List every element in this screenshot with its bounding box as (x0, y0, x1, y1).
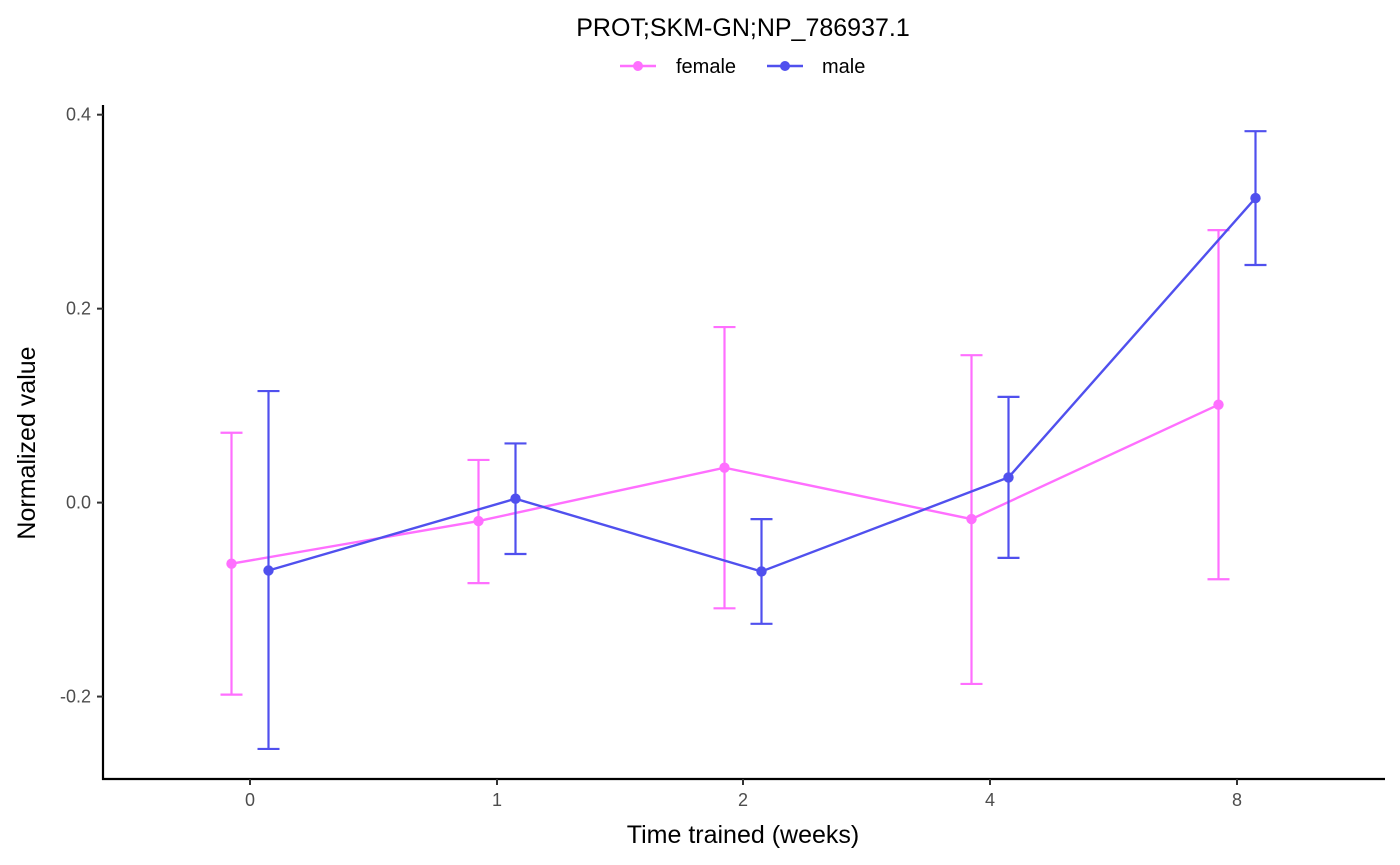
data-point-male (510, 493, 521, 504)
y-axis-title: Normalized value (13, 346, 41, 539)
data-point-female (719, 462, 730, 473)
y-tick-label: -0.2 (60, 687, 91, 707)
chart-title: PROT;SKM-GN;NP_786937.1 (576, 14, 909, 42)
y-tick-label: 0.0 (66, 493, 91, 513)
series-male (257, 130, 1267, 751)
x-tick-label: 4 (985, 790, 995, 810)
x-tick-label: 0 (245, 790, 255, 810)
data-point-male (756, 566, 767, 577)
legend-key-male-point (780, 61, 790, 71)
legend-label-female: female (676, 56, 736, 78)
data-point-male (1003, 472, 1014, 483)
series-line-male (268, 197, 1257, 573)
axes: -0.2 0.0 0.2 0.4 0 1 2 4 8 (60, 105, 1385, 810)
legend-item-female: female (620, 56, 736, 78)
data-point-female (473, 515, 484, 527)
x-tick-label: 2 (738, 790, 748, 810)
series-female (220, 229, 1230, 696)
legend: female male (620, 56, 865, 78)
data-point-female (966, 513, 977, 525)
data-point-female (1213, 399, 1224, 410)
data-point-male (263, 565, 274, 576)
legend-label-male: male (822, 56, 865, 78)
x-axis-title: Time trained (weeks) (627, 821, 859, 849)
x-tick-label: 1 (492, 790, 502, 810)
legend-item-male: male (767, 56, 865, 78)
y-tick-label: 0.2 (66, 299, 91, 319)
y-tick-label: 0.4 (66, 105, 91, 125)
plot-area (220, 130, 1267, 751)
data-point-male (1250, 192, 1261, 204)
data-point-female (226, 558, 237, 569)
x-tick-label: 8 (1232, 790, 1242, 810)
legend-key-female-point (633, 61, 643, 71)
